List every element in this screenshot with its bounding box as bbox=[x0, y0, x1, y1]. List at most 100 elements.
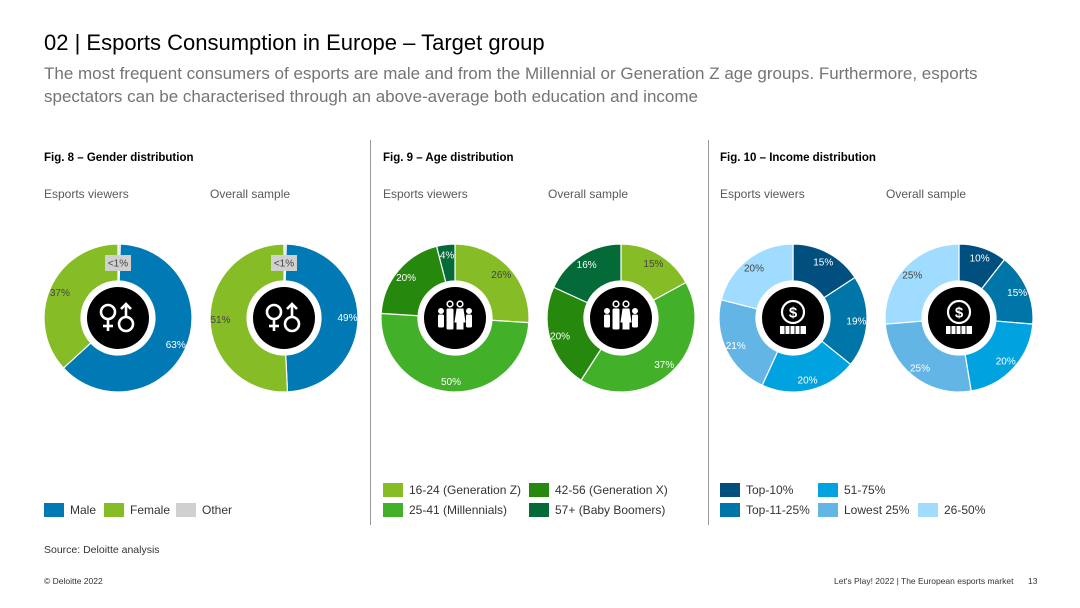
slice-26-50- bbox=[884, 243, 960, 325]
slice-57-baby-boomers- bbox=[435, 243, 456, 283]
slice-label: 63% bbox=[166, 340, 186, 351]
label-background bbox=[105, 255, 131, 271]
slice-label: <1% bbox=[274, 259, 294, 270]
legend-label: Top-11-25% bbox=[746, 503, 810, 517]
money-coin-icon: $ bbox=[773, 298, 813, 338]
legend-millennials: 25-41 (Millennials) bbox=[383, 503, 507, 517]
slice-26-50- bbox=[720, 243, 794, 310]
legend-swatch bbox=[918, 503, 938, 517]
center-disc bbox=[253, 287, 315, 349]
divider-2 bbox=[708, 140, 709, 525]
center-disc bbox=[424, 287, 486, 349]
legend-gen-x: 42-56 (Generation X) bbox=[529, 483, 668, 497]
legend-label: 25-41 (Millennials) bbox=[409, 503, 508, 517]
legend-label: Female bbox=[130, 503, 171, 517]
slice-25-41-millennials- bbox=[580, 281, 696, 393]
slice-label: 20% bbox=[744, 263, 764, 274]
slice-label: 20% bbox=[798, 375, 818, 386]
age-overall-chart: 15% 37% 20% 16% bbox=[546, 243, 696, 393]
legend-label: 26-50% bbox=[944, 503, 986, 517]
center-disc bbox=[87, 287, 149, 349]
family-generations-icon bbox=[435, 298, 475, 338]
slice-label: 51% bbox=[211, 315, 231, 326]
label-background bbox=[271, 255, 297, 271]
fig9-title: Fig. 9 – Age distribution bbox=[383, 152, 514, 164]
svg-text:$: $ bbox=[789, 305, 798, 322]
legend-other: Other bbox=[176, 503, 232, 517]
legend-swatch bbox=[529, 503, 549, 517]
legend-label: Lowest 25% bbox=[844, 503, 910, 517]
legend-swatch bbox=[529, 483, 549, 497]
slice-label: 20% bbox=[996, 357, 1016, 368]
legend-top11-25: Top-11-25% bbox=[720, 503, 810, 517]
slice-label: <1% bbox=[108, 259, 128, 270]
legend-label: 57+ (Baby Boomers) bbox=[555, 503, 666, 517]
gender-symbols-icon bbox=[98, 298, 138, 338]
legend-label: Top-10% bbox=[746, 483, 794, 497]
legend-label: Other bbox=[202, 503, 233, 517]
legend-51-75: 51-75% bbox=[818, 483, 885, 497]
slice-label: 20% bbox=[550, 331, 570, 342]
slice-label: 20% bbox=[396, 273, 416, 284]
legend-swatch bbox=[720, 503, 740, 517]
slice-label: 37% bbox=[50, 288, 70, 299]
slice-label: 25% bbox=[902, 270, 922, 281]
footer-page-number: 13 bbox=[1028, 576, 1038, 586]
legend-26-50: 26-50% bbox=[918, 503, 985, 517]
fig9-right-label: Overall sample bbox=[548, 187, 629, 201]
slice-label: 15% bbox=[813, 258, 833, 269]
slice-label: 19% bbox=[846, 317, 866, 328]
fig8-right-label: Overall sample bbox=[210, 187, 291, 201]
legend-swatch bbox=[176, 503, 196, 517]
fig10-left-label: Esports viewers bbox=[720, 187, 805, 201]
legend-male: Male bbox=[44, 503, 96, 517]
legend-label: Male bbox=[70, 503, 97, 517]
legend-top10: Top-10% bbox=[720, 483, 793, 497]
slice-label: 21% bbox=[726, 341, 746, 352]
slice-label: 15% bbox=[643, 259, 663, 270]
age-esports-chart: 26% 50% 20% 4% bbox=[380, 243, 530, 393]
slice-label: 15% bbox=[1007, 288, 1027, 299]
divider-1 bbox=[370, 140, 371, 525]
gender-overall-chart: <1% 49% 51% bbox=[209, 243, 359, 393]
legend-boomers: 57+ (Baby Boomers) bbox=[529, 503, 665, 517]
slice-label: 4% bbox=[440, 251, 455, 262]
slice-label: 37% bbox=[654, 360, 674, 371]
income-overall-chart: 10% 15% 20% 25% 25% bbox=[884, 243, 1034, 393]
legend-label: 51-75% bbox=[844, 483, 886, 497]
legend-swatch bbox=[104, 503, 124, 517]
slice-label: 50% bbox=[441, 377, 461, 388]
slice-label: 49% bbox=[337, 313, 357, 324]
slice-16-24-generation-z- bbox=[454, 243, 530, 324]
slice-label: 25% bbox=[910, 364, 930, 375]
legend-swatch bbox=[383, 503, 403, 517]
slice-label: 10% bbox=[970, 253, 990, 264]
fig9-left-label: Esports viewers bbox=[383, 187, 468, 201]
center-disc bbox=[928, 287, 990, 349]
svg-text:$: $ bbox=[955, 305, 964, 322]
slice-lowest-25- bbox=[884, 320, 972, 393]
legend-swatch bbox=[720, 483, 740, 497]
legend-lowest25: Lowest 25% bbox=[818, 503, 909, 517]
income-esports-chart: 15% 19% 20% 21% 20% bbox=[718, 243, 868, 393]
legend-swatch bbox=[383, 483, 403, 497]
legend-female: Female bbox=[104, 503, 170, 517]
slice-female bbox=[209, 243, 289, 393]
slice-label: 26% bbox=[491, 270, 511, 281]
money-coin-icon: $ bbox=[939, 298, 979, 338]
legend-label: 16-24 (Generation Z) bbox=[409, 483, 522, 497]
footer-copyright: © Deloitte 2022 bbox=[44, 576, 103, 586]
gender-esports-chart: <1% 63% 37% bbox=[43, 243, 193, 393]
legend-gen-z: 16-24 (Generation Z) bbox=[383, 483, 521, 497]
center-disc bbox=[590, 287, 652, 349]
fig8-left-label: Esports viewers bbox=[44, 187, 129, 201]
slice-57-baby-boomers- bbox=[552, 243, 622, 304]
fig8-title: Fig. 8 – Gender distribution bbox=[44, 152, 194, 164]
source-note: Source: Deloitte analysis bbox=[44, 544, 160, 556]
legend-swatch bbox=[818, 483, 838, 497]
footer-report-title: Let's Play! 2022 | The European esports … bbox=[834, 576, 1014, 586]
page-title: 02 | Esports Consumption in Europe – Tar… bbox=[44, 30, 545, 55]
fig10-right-label: Overall sample bbox=[886, 187, 967, 201]
center-disc bbox=[762, 287, 824, 349]
slice-male bbox=[284, 243, 359, 393]
